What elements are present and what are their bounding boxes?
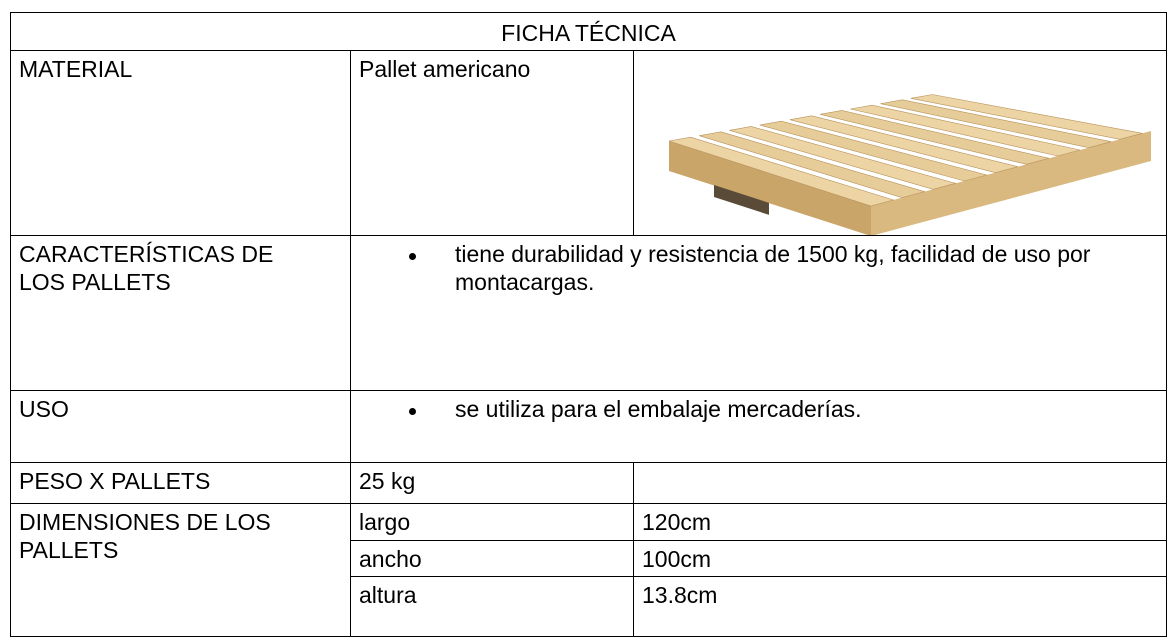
cell: se utiliza para el embalaje mercaderías. [350, 390, 1167, 463]
bullet-text: tiene durabilidad y resistencia de 1500 … [455, 241, 1091, 295]
cell: PESO X PALLETS [10, 462, 351, 504]
cell: ancho [350, 540, 634, 577]
dim-value: 100cm [642, 546, 712, 572]
pallet-image [668, 94, 1151, 236]
cell: USO [10, 390, 351, 463]
bullet [409, 408, 416, 415]
cell [633, 462, 1167, 504]
cell: 13.8cm [633, 576, 1167, 637]
cell: CARACTERÍSTICAS DE LOS PALLETS [10, 235, 351, 391]
cell: 25 kg [350, 462, 634, 504]
title: FICHA TÉCNICA [501, 20, 676, 46]
image-cell [633, 50, 1167, 236]
cell: MATERIAL [10, 50, 351, 236]
dim-name: altura [359, 582, 417, 608]
label: CARACTERÍSTICAS DE LOS PALLETS [19, 241, 274, 295]
dim-value: 13.8cm [642, 582, 718, 608]
label: PESO X PALLETS [19, 468, 211, 494]
bullet [409, 253, 416, 260]
dim-value: 120cm [642, 509, 712, 535]
cell: 120cm [633, 503, 1167, 541]
label: MATERIAL [19, 56, 133, 82]
cell: largo [350, 503, 634, 541]
label: DIMENSIONES DE LOS PALLETS [19, 509, 271, 563]
bullet-text: se utiliza para el embalaje mercaderías. [455, 396, 862, 422]
title-cell: FICHA TÉCNICA [10, 12, 1167, 51]
cell: tiene durabilidad y resistencia de 1500 … [350, 235, 1167, 391]
label: USO [19, 396, 69, 422]
cell: altura [350, 576, 634, 637]
value: 25 kg [359, 468, 416, 494]
cell: 100cm [633, 540, 1167, 577]
dim-name: largo [359, 509, 411, 535]
value: Pallet americano [359, 56, 531, 82]
dim-name: ancho [359, 546, 422, 572]
cell: Pallet americano [350, 50, 634, 236]
cell: DIMENSIONES DE LOS PALLETS [10, 503, 351, 637]
